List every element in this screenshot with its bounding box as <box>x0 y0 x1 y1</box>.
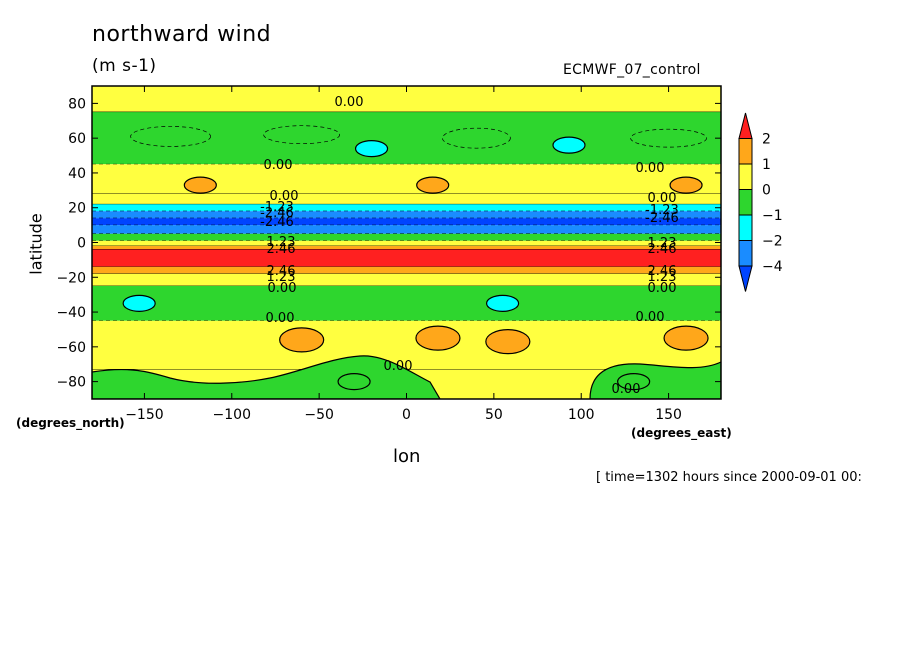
latitude-band <box>92 193 721 205</box>
contour-label: -1.23 <box>260 200 294 215</box>
contour-blob <box>183 176 217 194</box>
contour-label: 1.23 <box>267 270 296 285</box>
y-tick-label: 0 <box>77 236 86 252</box>
x-tick-label: −100 <box>213 407 251 423</box>
colorbar-segment <box>738 214 753 241</box>
contour-blob <box>337 373 371 391</box>
contour-label: 0.00 <box>270 189 299 204</box>
y-tick-label: 40 <box>68 166 86 182</box>
x-unit-label: (degrees_east) <box>631 426 732 440</box>
y-axis-label: latitude <box>26 213 46 275</box>
latitude-band <box>92 369 721 399</box>
x-tick-label: 50 <box>485 407 503 423</box>
latitude-band <box>92 211 721 219</box>
contour-label: 2.46 <box>648 242 677 257</box>
colorbar-segment <box>738 138 753 165</box>
contour-label: 2.46 <box>648 264 677 279</box>
latitude-band <box>92 285 721 321</box>
latitude-band <box>92 266 721 274</box>
southern-polar-region <box>92 355 721 399</box>
latitude-band <box>92 112 721 165</box>
contour-line <box>130 126 211 147</box>
contour-line <box>263 125 341 145</box>
contour-label: 0.00 <box>648 281 677 296</box>
colorbar-label: −1 <box>762 208 783 224</box>
x-tick-label: 100 <box>568 407 595 423</box>
contour-blob <box>122 294 156 312</box>
y-tick-label: −20 <box>56 270 86 286</box>
contour-blob <box>617 373 651 391</box>
y-tick-label: 20 <box>68 201 86 217</box>
contour-label: 0.00 <box>636 161 665 176</box>
contour-blob <box>354 140 389 158</box>
contour-blob <box>552 136 586 154</box>
dataset-label: ECMWF_07_control <box>563 62 701 78</box>
contour-blob <box>485 329 531 355</box>
x-axis-label: lon <box>393 446 421 467</box>
colorbar-label: −4 <box>762 259 783 275</box>
contour-label: 0.00 <box>335 95 364 110</box>
colorbar-segment <box>738 189 753 216</box>
latitude-band <box>92 164 721 194</box>
contour-label: 0.00 <box>612 382 641 397</box>
colorbar-segment <box>738 163 753 190</box>
contour-label: 1.23 <box>648 270 677 285</box>
x-tick-label: −50 <box>304 407 334 423</box>
contour-label: 0.00 <box>384 359 413 374</box>
time-label: [ time=1302 hours since 2000-09-01 00: <box>596 470 862 485</box>
latitude-band <box>92 86 721 113</box>
contour-label: 2.46 <box>267 242 296 257</box>
contour-label: 0.00 <box>266 311 295 326</box>
contour-label: -2.46 <box>645 211 679 226</box>
contour-label: -1.23 <box>645 203 679 218</box>
chart-title: northward wind <box>92 22 272 47</box>
y-tick-label: −80 <box>56 375 86 391</box>
contour-label: 1.23 <box>648 236 677 251</box>
latitude-band <box>92 245 721 250</box>
y-tick-label: −60 <box>56 340 86 356</box>
colorbar-label: 0 <box>762 183 771 199</box>
latitude-band <box>92 273 721 286</box>
contour-label: 0.00 <box>268 281 297 296</box>
y-tick-label: 80 <box>68 96 86 112</box>
latitude-band <box>92 204 721 212</box>
contour-line <box>442 127 511 149</box>
x-tick-label: 150 <box>655 407 682 423</box>
colorbar-label: 1 <box>762 157 771 173</box>
contour-label: 1.23 <box>267 235 296 250</box>
plot-frame <box>91 85 722 400</box>
contour-label: 2.46 <box>267 264 296 279</box>
latitude-band <box>92 249 721 267</box>
latitude-band <box>92 225 721 234</box>
x-tick-label: 0 <box>402 407 411 423</box>
contour-blob <box>669 176 703 194</box>
chart-units: (m s-1) <box>92 56 157 76</box>
latitude-band <box>92 320 721 370</box>
x-tick-label: −150 <box>125 407 163 423</box>
latitude-band <box>92 233 721 241</box>
contour-label: 0.00 <box>264 158 293 173</box>
colorbar-label: −2 <box>762 234 783 250</box>
contour-blob <box>415 325 461 351</box>
y-unit-label: (degrees_north) <box>16 416 125 430</box>
colorbar-bottom-arrow <box>738 265 753 292</box>
contour-blob <box>279 327 325 353</box>
colorbar-segment <box>738 240 753 267</box>
contour-label: -2.46 <box>260 206 294 221</box>
contour-label: 0.00 <box>648 191 677 206</box>
contour-blob <box>663 325 709 351</box>
contour-line <box>630 128 707 148</box>
y-tick-label: 60 <box>68 131 86 147</box>
contour-label: -2.46 <box>260 215 294 230</box>
latitude-band <box>92 240 721 246</box>
contour-blob <box>485 294 520 312</box>
colorbar-label: 2 <box>762 132 771 148</box>
contour-label: 0.00 <box>636 310 665 325</box>
y-tick-label: −40 <box>56 305 86 321</box>
latitude-band <box>92 218 721 226</box>
colorbar-top-arrow <box>738 112 753 139</box>
contour-blob <box>416 176 450 194</box>
